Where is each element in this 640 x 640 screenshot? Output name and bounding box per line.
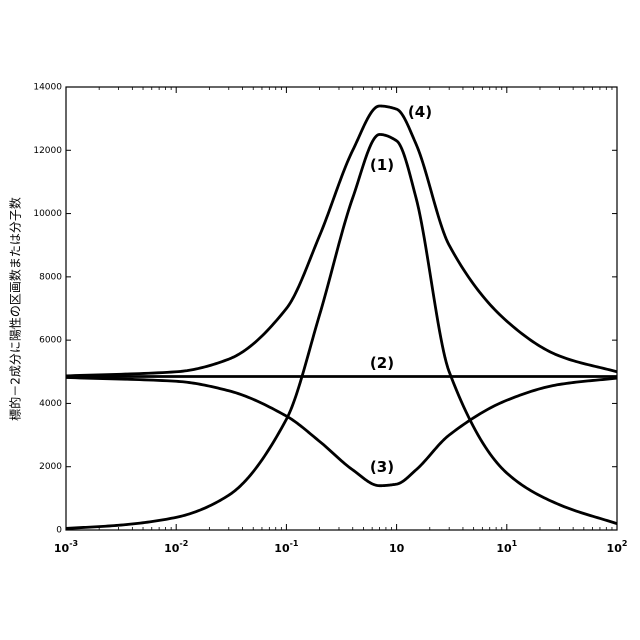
x-tick-label: 10-1 — [274, 539, 299, 555]
y-tick-label: 2000 — [39, 462, 62, 472]
y-tick-label: 12000 — [33, 146, 62, 156]
x-tick-label: 10 — [389, 542, 405, 555]
x-tick-label: 102 — [607, 539, 628, 555]
y-tick-label: 4000 — [39, 399, 62, 409]
y-axis: 0 2000 4000 6000 8000 10000 12000 14000 — [33, 83, 617, 536]
y-tick-label: 14000 — [33, 83, 62, 93]
series-curves — [66, 106, 617, 528]
x-tick-label: 10-2 — [164, 539, 188, 555]
y-tick-label: 10000 — [33, 209, 62, 219]
y-axis-label: 標的－2成分に陽性の区画数または分子数 — [8, 197, 23, 421]
series-label-4: (4) — [408, 103, 432, 121]
x-tick-label: 101 — [496, 539, 517, 555]
series-label-2: (2) — [370, 354, 394, 372]
series-line-1 — [66, 134, 617, 528]
series-line-4 — [66, 106, 617, 376]
plot-frame — [66, 87, 617, 530]
y-tick-label: 0 — [56, 526, 62, 536]
y-tick-label: 8000 — [39, 272, 62, 282]
y-tick-label: 6000 — [39, 336, 62, 346]
series-label-1: (1) — [370, 156, 394, 174]
x-axis: 10-3 10-2 10-1 10 101 102 — [54, 87, 628, 555]
series-label-3: (3) — [370, 458, 394, 476]
x-tick-label: 10-3 — [54, 539, 78, 555]
series-line-3 — [66, 377, 617, 485]
